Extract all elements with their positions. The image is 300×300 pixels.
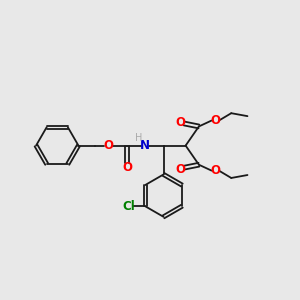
Text: O: O xyxy=(210,114,220,127)
Text: O: O xyxy=(103,139,113,152)
Text: Cl: Cl xyxy=(123,200,135,213)
Text: O: O xyxy=(175,163,185,176)
Text: O: O xyxy=(175,116,185,128)
Text: H: H xyxy=(134,133,142,143)
Text: O: O xyxy=(122,161,132,174)
Text: N: N xyxy=(140,139,150,152)
Text: O: O xyxy=(210,164,220,177)
